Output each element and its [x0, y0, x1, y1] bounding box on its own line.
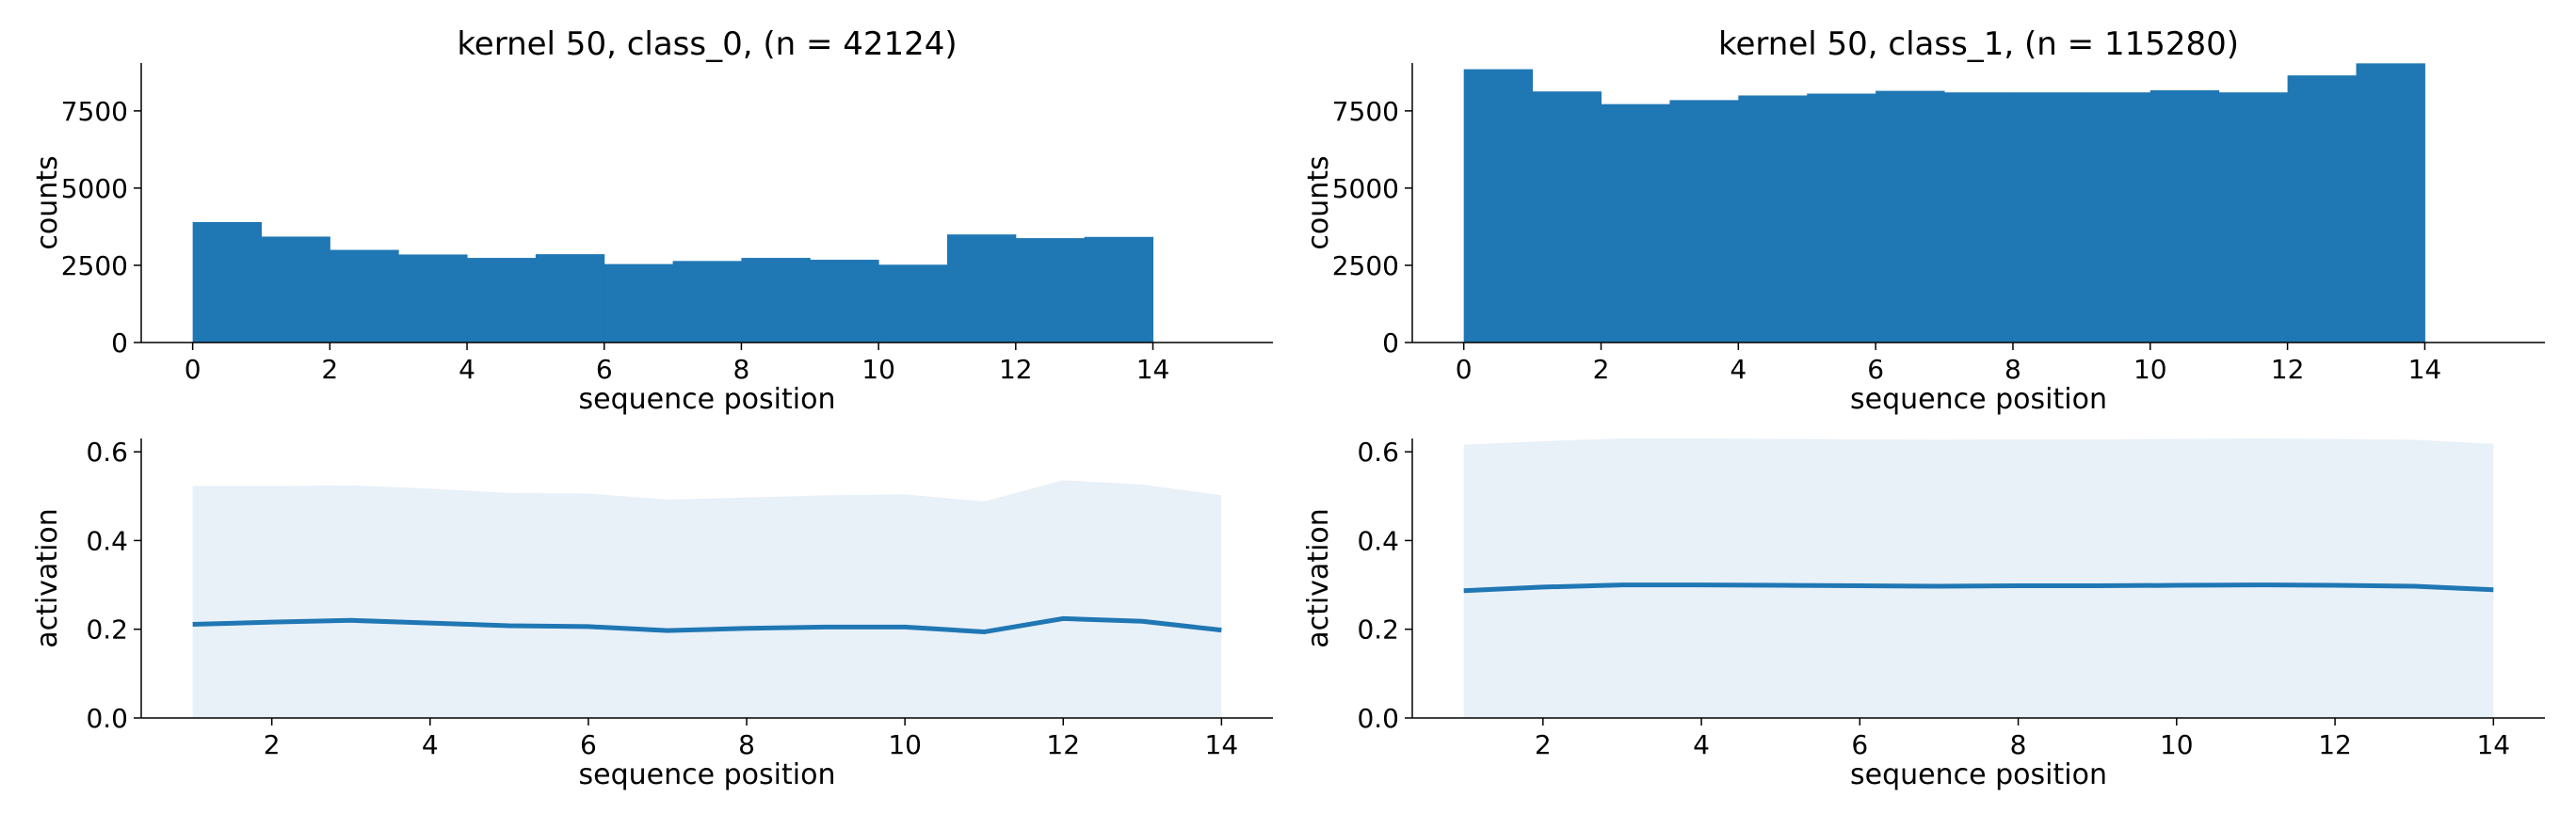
bar-bin-12	[1015, 238, 1086, 343]
y-axis-label: counts	[1302, 155, 1335, 249]
bar-bin-9	[2081, 92, 2151, 343]
x-tick-label: 4	[1693, 729, 1710, 760]
x-axis-label: sequence position	[579, 383, 836, 416]
x-tick-label: 4	[459, 354, 475, 385]
bar-bin-9	[810, 260, 879, 343]
x-tick-label: 0	[1456, 354, 1473, 385]
x-tick-label: 8	[738, 729, 755, 760]
x-tick-label: 14	[2408, 354, 2442, 385]
bar-bin-11	[2218, 92, 2289, 343]
y-tick-label: 0.4	[86, 525, 128, 556]
mean-activation-line	[192, 615, 1222, 635]
y-tick-label: 2500	[61, 250, 128, 281]
x-tick-label: 6	[1851, 729, 1868, 760]
y-tick-label: 5000	[1332, 173, 1399, 204]
x-tick-label: 14	[1136, 354, 1170, 385]
y-tick-label: 0.0	[1357, 703, 1399, 734]
mean-activation-line	[1463, 582, 2494, 594]
x-tick-label: 10	[2133, 354, 2167, 385]
bar-bin-8	[741, 258, 811, 343]
y-tick-label: 2500	[1332, 250, 1399, 281]
bar-bin-5	[1807, 93, 1876, 343]
x-tick-label: 10	[2160, 729, 2194, 760]
y-tick-label: 0.4	[1357, 525, 1399, 556]
y-tick-label: 5000	[61, 173, 128, 204]
x-tick-label: 12	[1046, 729, 1080, 760]
y-tick-label: 7500	[1332, 96, 1399, 127]
bar-bin-4	[1738, 95, 1808, 343]
y-tick-label: 0.2	[1357, 614, 1399, 646]
bar-bin-0	[1463, 69, 1534, 343]
bar-bin-4	[467, 258, 537, 343]
x-axis-label: sequence position	[1850, 758, 2107, 791]
x-axis-label: sequence position	[579, 758, 836, 791]
y-axis-label: activation	[31, 508, 64, 648]
x-tick-label: 8	[733, 354, 750, 385]
y-axis-label: activation	[1302, 508, 1335, 648]
x-tick-label: 2	[264, 729, 281, 760]
x-axis-label: sequence position	[1850, 383, 2107, 416]
bar-bin-3	[1669, 100, 1739, 343]
x-tick-label: 4	[422, 729, 439, 760]
x-tick-label: 6	[580, 729, 597, 760]
x-tick-label: 12	[2318, 729, 2352, 760]
y-tick-label: 7500	[61, 96, 128, 127]
y-axis-label: counts	[31, 155, 64, 249]
bar-bin-13	[1084, 236, 1154, 343]
y-tick-label: 0.6	[1357, 437, 1399, 468]
bar-bin-12	[2287, 75, 2357, 343]
x-tick-label: 14	[2476, 729, 2510, 760]
histogram-class-1: 0 2 4 6 8 10 12 14 0 2500 5000 7500 sequence positio…	[1302, 25, 2545, 416]
x-tick-label: 2	[321, 354, 338, 385]
bar-bin-10	[2149, 89, 2220, 343]
histogram-class-0: 0 2 4 6 8 10 12 14 0 2500 5000 7500 sequence positio…	[31, 25, 1273, 416]
y-tick-label: 0	[111, 327, 128, 359]
activation-class-0: 2 4 6 8 10 12 14 0.0 0.2 0.4 0.6 sequence position a…	[31, 437, 1273, 791]
confidence-band	[1463, 438, 2494, 718]
y-tick-label: 0	[1382, 327, 1399, 359]
x-tick-label: 10	[888, 729, 922, 760]
chart-title: kernel 50, class_0, (n = 42124)	[457, 25, 957, 63]
y-tick-label: 0.6	[86, 437, 128, 468]
bar-bin-8	[2012, 92, 2083, 343]
bar-bin-5	[535, 254, 605, 343]
bar-bin-13	[2356, 63, 2425, 343]
x-tick-label: 2	[1593, 354, 1610, 385]
x-tick-label: 6	[1867, 354, 1884, 385]
bar-bin-0	[192, 222, 262, 343]
y-tick-label: 0.2	[86, 614, 128, 646]
bar-bin-1	[1532, 91, 1602, 343]
x-tick-label: 6	[596, 354, 613, 385]
bar-bin-7	[1944, 92, 2014, 343]
bar-bin-10	[878, 264, 948, 343]
bar-bin-7	[672, 261, 742, 343]
bar-bin-6	[1876, 90, 1945, 343]
bar-bin-2	[1601, 104, 1670, 343]
bar-bin-2	[330, 249, 399, 343]
x-tick-label: 2	[1535, 729, 1552, 760]
confidence-band	[192, 480, 1222, 718]
x-tick-label: 0	[185, 354, 201, 385]
bar-bin-3	[398, 254, 468, 343]
bar-bin-11	[946, 234, 1017, 343]
chart-title: kernel 50, class_1, (n = 115280)	[1718, 25, 2239, 63]
x-tick-label: 12	[999, 354, 1033, 385]
bar-bin-1	[261, 236, 330, 343]
x-tick-label: 4	[1730, 354, 1747, 385]
x-tick-label: 8	[2010, 729, 2027, 760]
x-tick-label: 10	[861, 354, 895, 385]
x-tick-label: 12	[2271, 354, 2305, 385]
activation-class-1: 2 4 6 8 10 12 14 0.0 0.2 0.4 0.6 sequence position a…	[1302, 437, 2545, 791]
x-tick-label: 8	[2004, 354, 2021, 385]
bar-bin-6	[604, 263, 674, 343]
y-tick-label: 0.0	[86, 703, 128, 734]
x-tick-label: 14	[1205, 729, 1239, 760]
